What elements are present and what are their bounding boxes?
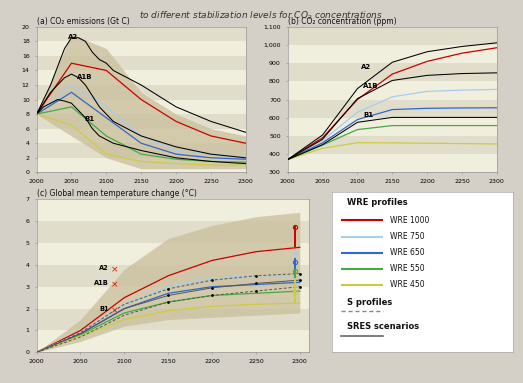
Text: SRES scenarios: SRES scenarios xyxy=(347,322,419,331)
Text: A1B: A1B xyxy=(363,83,379,89)
Bar xyxy=(37,143,246,158)
Text: S profiles: S profiles xyxy=(347,298,392,307)
Bar xyxy=(37,114,246,129)
Text: WRE profiles: WRE profiles xyxy=(347,198,407,207)
Text: ×: × xyxy=(111,306,119,315)
Bar xyxy=(37,85,246,100)
Bar xyxy=(288,136,497,154)
Text: (c) Global mean temperature change (°C): (c) Global mean temperature change (°C) xyxy=(37,189,197,198)
Text: WRE 450: WRE 450 xyxy=(390,280,425,289)
Bar xyxy=(37,265,309,287)
Text: A2: A2 xyxy=(361,64,371,70)
Text: A2: A2 xyxy=(68,34,78,40)
Text: B1: B1 xyxy=(363,112,373,118)
Text: to different stabilization levels for CO$_2$ concentrations: to different stabilization levels for CO… xyxy=(140,10,383,22)
Text: WRE 1000: WRE 1000 xyxy=(390,216,429,225)
Text: (b) CO₂ concentration (ppm): (b) CO₂ concentration (ppm) xyxy=(288,17,396,26)
Text: A1B: A1B xyxy=(77,74,93,80)
Text: (a) CO₂ emissions (Gt C): (a) CO₂ emissions (Gt C) xyxy=(37,17,129,26)
Bar xyxy=(37,221,309,243)
Bar xyxy=(37,27,246,41)
Bar xyxy=(288,100,497,118)
Text: B1: B1 xyxy=(99,306,109,312)
Text: A2: A2 xyxy=(99,265,109,271)
Text: A1B: A1B xyxy=(94,280,109,286)
Text: ×: × xyxy=(111,265,119,274)
Text: B1: B1 xyxy=(84,116,94,121)
Bar xyxy=(288,63,497,82)
Bar xyxy=(288,27,497,45)
Text: WRE 750: WRE 750 xyxy=(390,232,425,241)
Bar xyxy=(37,309,309,331)
Text: WRE 650: WRE 650 xyxy=(390,248,425,257)
Bar xyxy=(37,56,246,70)
Text: WRE 550: WRE 550 xyxy=(390,264,425,273)
Text: ×: × xyxy=(111,280,119,289)
